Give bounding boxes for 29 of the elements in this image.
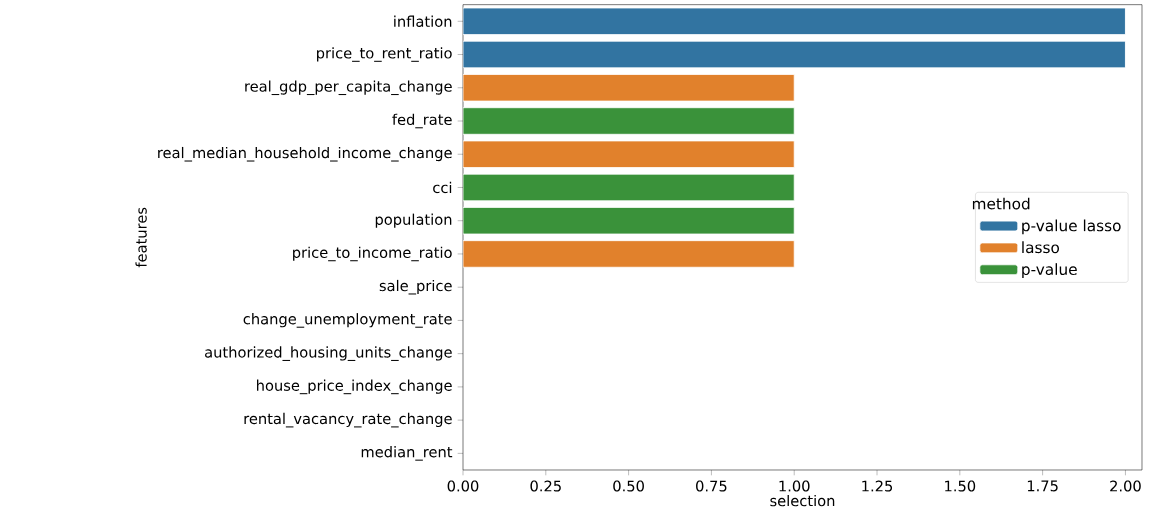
y-tick-label: rental_vacancy_rate_change bbox=[244, 412, 452, 428]
legend-label: lasso bbox=[1022, 241, 1060, 254]
x-tick-label: 1.75 bbox=[1027, 480, 1058, 492]
legend-label: p-value lasso bbox=[1022, 219, 1121, 235]
legend-title: method bbox=[972, 197, 1030, 210]
y-tick-label: cci bbox=[433, 181, 452, 194]
y-tick-label: sale_price bbox=[379, 279, 452, 295]
x-tick-label: 0.25 bbox=[530, 480, 561, 492]
x-tick-label: 0.00 bbox=[447, 480, 479, 492]
x-tick-label: 2.00 bbox=[1110, 480, 1141, 492]
y-tick-label: house_price_index_change bbox=[257, 379, 452, 395]
y-tick-label: change_unemployment_rate bbox=[243, 313, 452, 328]
y-tick-label: fed_rate bbox=[392, 113, 452, 129]
y-tick-label: authorized_housing_units_change bbox=[205, 346, 452, 361]
x-axis-title: selection bbox=[770, 494, 835, 507]
y-tick-label: price_to_income_ratio bbox=[293, 246, 452, 262]
x-tick-label: 0.75 bbox=[696, 480, 727, 492]
x-tick-label: 1.50 bbox=[945, 480, 976, 492]
x-tick-label: 0.50 bbox=[613, 480, 644, 492]
y-tick-label: real_median_household_income_change bbox=[158, 146, 452, 162]
y-tick-label: real_gdp_per_capita_change bbox=[245, 80, 452, 96]
x-tick-label: 1.25 bbox=[862, 480, 893, 492]
y-axis-title: features bbox=[135, 207, 147, 268]
legend-label: p-value bbox=[1022, 263, 1077, 279]
y-tick-label: inflation bbox=[394, 15, 452, 27]
y-tick-label: price_to_rent_ratio bbox=[317, 47, 452, 62]
x-tick-label: 1.00 bbox=[779, 480, 810, 492]
y-tick-label: population bbox=[375, 213, 452, 228]
y-tick-label: median_rent bbox=[361, 446, 453, 461]
